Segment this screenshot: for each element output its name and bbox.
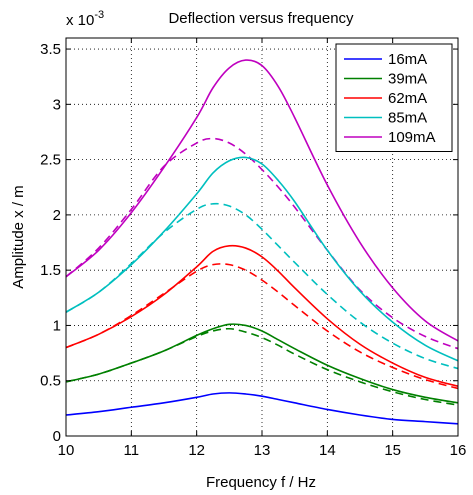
x-tick-label: 15 [384, 442, 401, 459]
chart-title: Deflection versus frequency [168, 10, 354, 27]
y-exponent-label: x 10-3 [66, 9, 104, 29]
y-tick-label: 3 [53, 96, 61, 113]
x-tick-label: 14 [319, 442, 336, 459]
x-tick-label: 11 [124, 442, 140, 459]
x-tick-label: 13 [254, 442, 271, 459]
y-tick-label: 1 [53, 317, 61, 334]
y-tick-label: 0 [53, 428, 61, 445]
x-tick-label: 16 [450, 442, 467, 459]
y-tick-label: 0.5 [40, 373, 61, 390]
legend-entry: 16mA [388, 51, 427, 68]
y-tick-label: 2.5 [40, 152, 61, 169]
series-line-dashed-8 [65, 137, 459, 350]
y-exponent-power: -3 [94, 9, 104, 21]
legend-entry: 109mA [388, 129, 436, 146]
legend-entry: 62mA [388, 90, 427, 107]
series-line-39mA [65, 323, 459, 404]
axis-ticks: 10 11 12 13 14 15 16 0 0.5 1 1.5 2 2.5 3 3.5 [40, 38, 466, 459]
legend-entry: 39mA [388, 71, 427, 88]
series-line-85mA [65, 156, 459, 362]
y-tick-label: 3.5 [40, 41, 61, 58]
x-tick-label: 12 [188, 442, 205, 459]
y-tick-label: 1.5 [40, 262, 61, 279]
series-lines [65, 59, 459, 425]
legend: 16mA 39mA 62mA 85mA 109mA [335, 43, 453, 152]
legend-entry: 85mA [388, 110, 427, 127]
series-line-109mA [65, 59, 459, 342]
x-axis-label: Frequency f / Hz [206, 474, 316, 491]
x-tick-label: 10 [58, 442, 75, 459]
series-line-16mA [65, 392, 459, 425]
y-axis-label: Amplitude x / m [10, 185, 27, 288]
y-tick-label: 2 [53, 207, 61, 224]
series-line-62mA [65, 244, 459, 388]
series-line-dashed-6 [65, 263, 459, 390]
legend-box [335, 43, 453, 152]
